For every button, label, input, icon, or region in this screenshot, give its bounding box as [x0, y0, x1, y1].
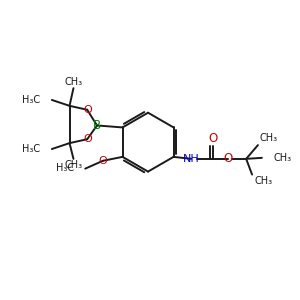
Text: CH₃: CH₃ [274, 153, 292, 163]
Text: NH: NH [183, 154, 200, 164]
Text: O: O [208, 132, 218, 145]
Text: H₃C: H₃C [22, 95, 40, 105]
Text: H₃C: H₃C [22, 144, 40, 154]
Text: B: B [93, 119, 101, 132]
Text: CH₃: CH₃ [254, 176, 272, 186]
Text: H₃C: H₃C [56, 163, 74, 173]
Text: O: O [84, 134, 93, 144]
Text: O: O [224, 152, 233, 165]
Text: CH₃: CH₃ [64, 160, 82, 170]
Text: O: O [98, 156, 107, 166]
Text: CH₃: CH₃ [260, 133, 278, 143]
Text: O: O [84, 105, 93, 115]
Text: CH₃: CH₃ [64, 77, 82, 87]
